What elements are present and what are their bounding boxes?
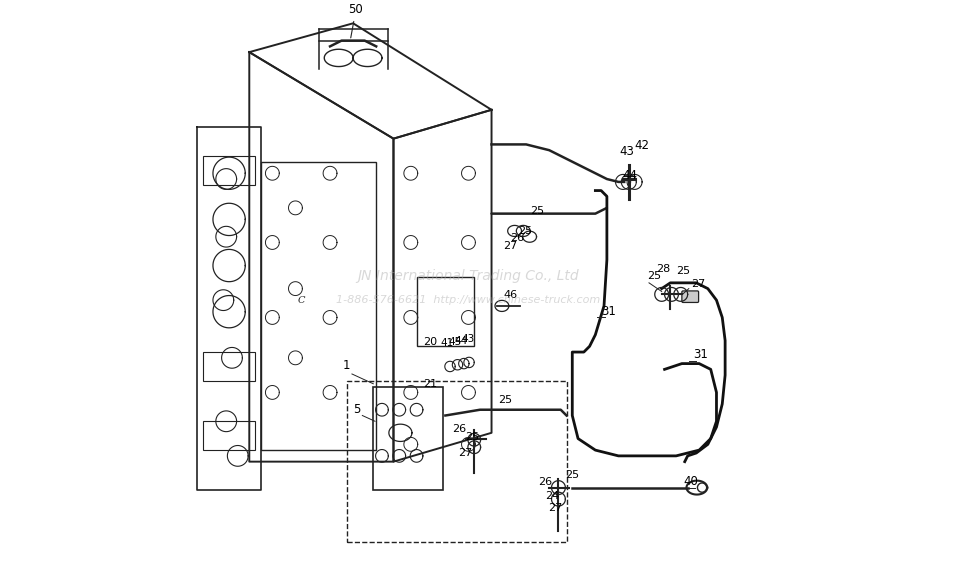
Text: 27: 27 — [458, 448, 472, 458]
Text: 44: 44 — [455, 336, 468, 346]
Text: 26: 26 — [539, 477, 553, 487]
Text: 25: 25 — [465, 432, 479, 442]
Bar — [204, 421, 255, 450]
Text: 1-886-576-6621  http://www.chinese-truck.com: 1-886-576-6621 http://www.chinese-truck.… — [336, 295, 601, 305]
Text: 25: 25 — [647, 271, 661, 282]
Text: 45: 45 — [448, 337, 461, 347]
Text: 43: 43 — [619, 145, 635, 158]
Text: 31: 31 — [601, 305, 616, 317]
Text: 21: 21 — [422, 379, 437, 389]
Bar — [417, 277, 474, 346]
Text: 27: 27 — [503, 241, 517, 252]
Text: 25: 25 — [531, 205, 544, 216]
Text: 44: 44 — [622, 169, 637, 182]
Text: 43: 43 — [462, 334, 475, 344]
Text: 25: 25 — [497, 395, 512, 405]
Bar — [204, 352, 255, 381]
Text: 5: 5 — [353, 403, 360, 415]
Text: 25: 25 — [676, 266, 690, 276]
Text: 26: 26 — [511, 233, 524, 243]
Text: 26: 26 — [452, 424, 467, 434]
Bar — [204, 156, 255, 185]
Bar — [373, 387, 443, 490]
Text: 41: 41 — [441, 338, 454, 349]
Text: 25: 25 — [518, 226, 532, 236]
Text: 42: 42 — [634, 139, 649, 152]
Text: JN International Trading Co., Ltd: JN International Trading Co., Ltd — [358, 269, 579, 283]
Text: 20: 20 — [422, 337, 437, 347]
Text: 1: 1 — [343, 359, 350, 372]
Text: 27: 27 — [691, 279, 706, 289]
Text: 40: 40 — [684, 475, 699, 488]
Bar — [261, 162, 376, 450]
Bar — [348, 381, 566, 542]
FancyBboxPatch shape — [682, 291, 699, 302]
Text: 46: 46 — [503, 290, 517, 300]
Text: 28: 28 — [657, 264, 670, 275]
Text: 25: 25 — [565, 470, 580, 480]
Text: 27: 27 — [548, 503, 563, 513]
Text: 24: 24 — [545, 491, 560, 501]
Text: C: C — [298, 295, 305, 305]
Text: 31: 31 — [693, 348, 708, 361]
Text: 50: 50 — [348, 3, 364, 38]
